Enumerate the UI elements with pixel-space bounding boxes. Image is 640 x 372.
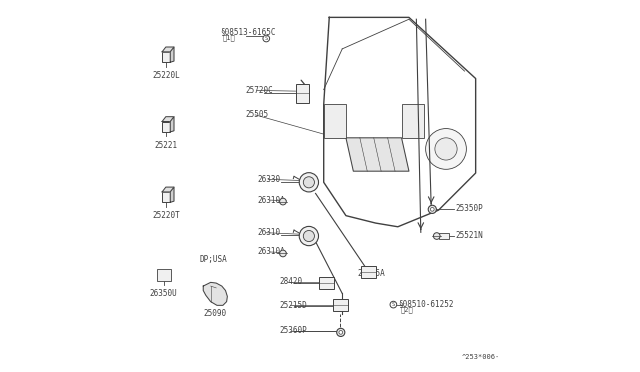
Text: 26310A: 26310A [257, 247, 285, 256]
Bar [162, 52, 170, 62]
Polygon shape [162, 187, 174, 192]
Polygon shape [162, 117, 174, 122]
Circle shape [337, 328, 345, 336]
Bar [296, 84, 309, 103]
Text: DP;USA: DP;USA [200, 255, 227, 264]
Circle shape [160, 272, 167, 278]
Text: （1）: （1） [223, 35, 236, 41]
Text: §08513-6165C: §08513-6165C [221, 27, 276, 36]
Text: 28420: 28420 [279, 277, 302, 286]
Circle shape [426, 129, 467, 169]
Bar [319, 277, 334, 289]
Polygon shape [170, 47, 174, 62]
Bar [162, 122, 170, 132]
Text: 26330: 26330 [257, 175, 280, 184]
Polygon shape [204, 282, 227, 305]
Polygon shape [346, 138, 409, 171]
Circle shape [280, 250, 286, 257]
Text: 26310A: 26310A [257, 196, 285, 205]
Text: 25350P: 25350P [456, 204, 483, 213]
Bar [324, 105, 346, 138]
Polygon shape [170, 187, 174, 202]
Ellipse shape [303, 231, 314, 241]
Text: 25215D: 25215D [279, 301, 307, 310]
Text: 26350U: 26350U [150, 289, 177, 298]
Ellipse shape [303, 177, 314, 188]
Bar [361, 266, 376, 278]
Bar [157, 269, 171, 280]
Text: 25090: 25090 [204, 309, 227, 318]
Text: 25505A: 25505A [357, 269, 385, 278]
Ellipse shape [300, 227, 319, 246]
Text: 25221: 25221 [155, 141, 178, 150]
Polygon shape [162, 47, 174, 52]
Text: 25220T: 25220T [152, 211, 180, 220]
Text: §08510-61252: §08510-61252 [398, 299, 453, 308]
Text: 25220L: 25220L [152, 71, 180, 80]
Text: 26310: 26310 [257, 228, 280, 237]
Text: 25720C: 25720C [246, 86, 274, 95]
Bar [401, 105, 424, 138]
Text: ^253*006·: ^253*006· [461, 354, 500, 360]
Circle shape [433, 233, 440, 239]
Text: 25521N: 25521N [456, 231, 483, 240]
Text: 25505: 25505 [246, 110, 269, 119]
Bar [333, 299, 348, 311]
Text: 25360P: 25360P [279, 326, 307, 335]
Circle shape [339, 331, 342, 334]
Circle shape [280, 198, 286, 205]
Circle shape [435, 138, 457, 160]
Circle shape [390, 301, 397, 308]
Bar [162, 192, 170, 202]
Circle shape [263, 35, 269, 42]
Text: （2）: （2） [401, 307, 413, 314]
Circle shape [431, 208, 434, 211]
Ellipse shape [300, 173, 319, 192]
Circle shape [428, 205, 436, 214]
Text: S: S [392, 302, 395, 307]
Bar [438, 234, 449, 239]
Text: S: S [265, 36, 268, 41]
Polygon shape [170, 117, 174, 132]
